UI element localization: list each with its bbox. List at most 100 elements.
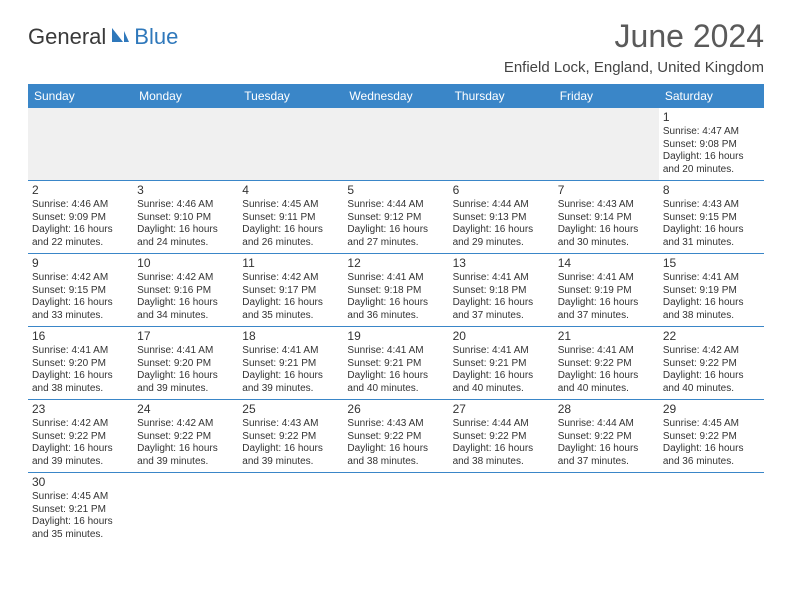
day-sunrise: Sunrise: 4:44 AM: [453, 418, 550, 431]
day-daylight2: and 38 minutes.: [453, 456, 550, 469]
day-daylight2: and 39 minutes.: [242, 456, 339, 469]
day-sunset: Sunset: 9:15 PM: [663, 212, 760, 225]
day-number: 19: [347, 329, 444, 344]
calendar-cell: 8Sunrise: 4:43 AMSunset: 9:15 PMDaylight…: [659, 181, 764, 254]
day-daylight1: Daylight: 16 hours: [453, 297, 550, 310]
day-daylight1: Daylight: 16 hours: [242, 297, 339, 310]
day-daylight1: Daylight: 16 hours: [137, 297, 234, 310]
logo-text-blue: Blue: [134, 24, 178, 50]
day-sunset: Sunset: 9:18 PM: [347, 285, 444, 298]
calendar-cell: 6Sunrise: 4:44 AMSunset: 9:13 PMDaylight…: [449, 181, 554, 254]
day-sunrise: Sunrise: 4:45 AM: [242, 199, 339, 212]
day-daylight1: Daylight: 16 hours: [663, 443, 760, 456]
day-daylight2: and 35 minutes.: [242, 310, 339, 323]
day-daylight2: and 38 minutes.: [347, 456, 444, 469]
day-sunset: Sunset: 9:16 PM: [137, 285, 234, 298]
day-sunrise: Sunrise: 4:45 AM: [663, 418, 760, 431]
day-number: 18: [242, 329, 339, 344]
day-sunrise: Sunrise: 4:43 AM: [347, 418, 444, 431]
day-sunrise: Sunrise: 4:46 AM: [32, 199, 129, 212]
location-text: Enfield Lock, England, United Kingdom: [504, 59, 764, 76]
day-sunrise: Sunrise: 4:41 AM: [453, 272, 550, 285]
calendar-week: 2Sunrise: 4:46 AMSunset: 9:09 PMDaylight…: [28, 181, 764, 254]
day-daylight2: and 22 minutes.: [32, 237, 129, 250]
day-sunset: Sunset: 9:08 PM: [663, 139, 760, 152]
day-sunset: Sunset: 9:11 PM: [242, 212, 339, 225]
day-number: 13: [453, 256, 550, 271]
calendar-cell: [659, 473, 764, 546]
day-header: Thursday: [449, 84, 554, 108]
calendar-cell: 12Sunrise: 4:41 AMSunset: 9:18 PMDayligh…: [343, 254, 448, 327]
day-sunset: Sunset: 9:22 PM: [347, 431, 444, 444]
calendar-cell: 14Sunrise: 4:41 AMSunset: 9:19 PMDayligh…: [554, 254, 659, 327]
day-daylight1: Daylight: 16 hours: [663, 297, 760, 310]
day-number: 27: [453, 402, 550, 417]
calendar-cell: 17Sunrise: 4:41 AMSunset: 9:20 PMDayligh…: [133, 327, 238, 400]
day-daylight1: Daylight: 16 hours: [453, 370, 550, 383]
day-header: Friday: [554, 84, 659, 108]
day-number: 10: [137, 256, 234, 271]
calendar-body: 1Sunrise: 4:47 AMSunset: 9:08 PMDaylight…: [28, 108, 764, 545]
calendar-cell: 2Sunrise: 4:46 AMSunset: 9:09 PMDaylight…: [28, 181, 133, 254]
day-daylight2: and 37 minutes.: [558, 456, 655, 469]
day-daylight2: and 39 minutes.: [137, 383, 234, 396]
day-sunset: Sunset: 9:22 PM: [558, 358, 655, 371]
day-sunset: Sunset: 9:22 PM: [663, 358, 760, 371]
day-daylight1: Daylight: 16 hours: [32, 443, 129, 456]
day-daylight2: and 30 minutes.: [558, 237, 655, 250]
calendar-cell: 30Sunrise: 4:45 AMSunset: 9:21 PMDayligh…: [28, 473, 133, 546]
day-sunset: Sunset: 9:15 PM: [32, 285, 129, 298]
day-daylight1: Daylight: 16 hours: [137, 443, 234, 456]
day-daylight1: Daylight: 16 hours: [242, 370, 339, 383]
calendar-cell: [554, 473, 659, 546]
calendar-cell: [238, 108, 343, 181]
day-header: Sunday: [28, 84, 133, 108]
day-sunrise: Sunrise: 4:41 AM: [558, 345, 655, 358]
day-sunrise: Sunrise: 4:41 AM: [558, 272, 655, 285]
day-sunset: Sunset: 9:10 PM: [137, 212, 234, 225]
day-number: 26: [347, 402, 444, 417]
day-daylight1: Daylight: 16 hours: [32, 370, 129, 383]
calendar-cell: 11Sunrise: 4:42 AMSunset: 9:17 PMDayligh…: [238, 254, 343, 327]
day-number: 17: [137, 329, 234, 344]
day-number: 24: [137, 402, 234, 417]
day-number: 7: [558, 183, 655, 198]
calendar-week: 23Sunrise: 4:42 AMSunset: 9:22 PMDayligh…: [28, 400, 764, 473]
day-sunset: Sunset: 9:17 PM: [242, 285, 339, 298]
calendar-cell: [343, 473, 448, 546]
calendar-cell: 28Sunrise: 4:44 AMSunset: 9:22 PMDayligh…: [554, 400, 659, 473]
day-number: 15: [663, 256, 760, 271]
day-sunrise: Sunrise: 4:45 AM: [32, 491, 129, 504]
day-sunset: Sunset: 9:19 PM: [663, 285, 760, 298]
day-sunrise: Sunrise: 4:46 AM: [137, 199, 234, 212]
logo-text-dark: General: [28, 24, 106, 50]
calendar-cell: [449, 473, 554, 546]
day-daylight2: and 26 minutes.: [242, 237, 339, 250]
day-daylight2: and 36 minutes.: [347, 310, 444, 323]
calendar-cell: 1Sunrise: 4:47 AMSunset: 9:08 PMDaylight…: [659, 108, 764, 181]
day-number: 21: [558, 329, 655, 344]
day-sunrise: Sunrise: 4:41 AM: [453, 345, 550, 358]
day-sunrise: Sunrise: 4:43 AM: [663, 199, 760, 212]
day-sunset: Sunset: 9:22 PM: [242, 431, 339, 444]
day-daylight1: Daylight: 16 hours: [347, 443, 444, 456]
day-daylight1: Daylight: 16 hours: [242, 443, 339, 456]
day-sunrise: Sunrise: 4:42 AM: [663, 345, 760, 358]
month-title: June 2024: [504, 18, 764, 55]
day-daylight2: and 33 minutes.: [32, 310, 129, 323]
day-sunset: Sunset: 9:21 PM: [347, 358, 444, 371]
day-number: 16: [32, 329, 129, 344]
calendar-week: 16Sunrise: 4:41 AMSunset: 9:20 PMDayligh…: [28, 327, 764, 400]
day-sunrise: Sunrise: 4:44 AM: [453, 199, 550, 212]
day-sunset: Sunset: 9:22 PM: [137, 431, 234, 444]
calendar-cell: 7Sunrise: 4:43 AMSunset: 9:14 PMDaylight…: [554, 181, 659, 254]
calendar-cell: 15Sunrise: 4:41 AMSunset: 9:19 PMDayligh…: [659, 254, 764, 327]
day-daylight2: and 31 minutes.: [663, 237, 760, 250]
calendar-cell: 18Sunrise: 4:41 AMSunset: 9:21 PMDayligh…: [238, 327, 343, 400]
day-daylight1: Daylight: 16 hours: [558, 443, 655, 456]
day-sunrise: Sunrise: 4:43 AM: [242, 418, 339, 431]
day-daylight2: and 37 minutes.: [558, 310, 655, 323]
day-sunrise: Sunrise: 4:42 AM: [137, 272, 234, 285]
day-number: 30: [32, 475, 129, 490]
day-sunset: Sunset: 9:18 PM: [453, 285, 550, 298]
